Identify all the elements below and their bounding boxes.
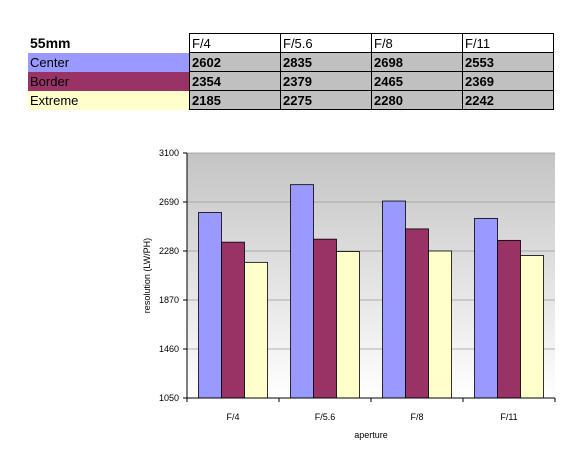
bar-center [290,184,314,399]
x-tick-label: F/5.6 [315,412,336,422]
bar-extreme [336,251,360,399]
y-tick-label: 1460 [159,344,179,354]
x-tick-label: F/4 [226,412,239,422]
row-label-center: Center [28,52,190,72]
table-row-border: Border 2354 2379 2465 2369 [28,71,554,91]
table-row-extreme: Extreme 2185 2275 2280 2242 [28,90,554,110]
table-cell: 2553 [462,52,554,72]
table-header-row: 55mm F/4 F/5.6 F/8 F/11 [28,33,554,53]
y-tick-label: 1870 [159,295,179,305]
row-label-border: Border [28,71,190,91]
table-cell: 2354 [189,71,281,91]
bar-border [313,238,337,399]
table-cell: 2369 [462,71,554,91]
column-header: F/5.6 [280,33,372,53]
table-cell: 2698 [371,52,463,72]
bar-center [198,212,222,399]
bar-center [474,217,498,399]
column-header: F/8 [371,33,463,53]
y-tick-label: 2280 [159,246,179,256]
column-header: F/11 [462,33,554,53]
y-tick-label: 3100 [159,148,179,158]
table-cell: 2379 [280,71,372,91]
y-tick-label: 1050 [159,393,179,403]
table-cell: 2185 [189,90,281,110]
bar-border [221,241,245,399]
bar-center [382,200,406,399]
x-tick-label: F/11 [500,412,517,422]
table-cell: 2275 [280,90,372,110]
bar-extreme [244,261,268,399]
bar-border [497,239,521,399]
y-tick-label: 2690 [159,197,179,207]
x-axis-label: aperture [354,430,388,440]
bar-border [405,228,429,399]
column-header: F/4 [189,33,281,53]
table-cell: 2602 [189,52,281,72]
row-label-extreme: Extreme [28,90,190,110]
y-axis-label: resolution (LW/PH) [142,238,152,313]
table-cell: 2465 [371,71,463,91]
resolution-table: 55mm F/4 F/5.6 F/8 F/11 Center 2602 2835… [28,33,554,110]
x-tick-label: F/8 [410,412,423,422]
table-cell: 2242 [462,90,554,110]
bar-extreme [520,255,544,399]
table-row-center: Center 2602 2835 2698 2553 [28,52,554,72]
bar-extreme [428,250,452,399]
table-title: 55mm [30,34,71,51]
table-cell: 2280 [371,90,463,110]
